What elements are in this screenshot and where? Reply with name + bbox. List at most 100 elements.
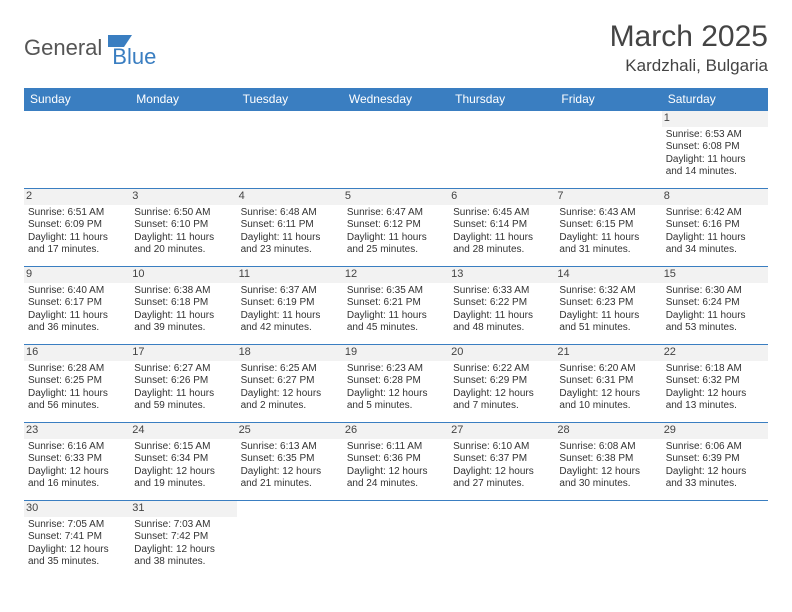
daylight-text: and 10 minutes. [559,400,657,413]
daylight-text: Daylight: 11 hours [28,310,126,323]
sunset-text: Sunset: 6:35 PM [241,453,339,466]
day-number: 8 [662,189,768,205]
sunrise-text: Sunrise: 6:10 AM [453,441,551,454]
sunrise-text: Sunrise: 6:06 AM [666,441,764,454]
sunrise-text: Sunrise: 6:40 AM [28,285,126,298]
calendar-cell: 16Sunrise: 6:28 AMSunset: 6:25 PMDayligh… [24,345,130,423]
daylight-text: Daylight: 11 hours [666,154,764,167]
calendar-cell: 4Sunrise: 6:48 AMSunset: 6:11 PMDaylight… [237,189,343,267]
location-label: Kardzhali, Bulgaria [610,56,768,76]
sunset-text: Sunset: 6:14 PM [453,219,551,232]
sunrise-text: Sunrise: 6:38 AM [134,285,232,298]
sunrise-text: Sunrise: 6:37 AM [241,285,339,298]
calendar-row: 30Sunrise: 7:05 AMSunset: 7:41 PMDayligh… [24,501,768,579]
sunset-text: Sunset: 6:12 PM [347,219,445,232]
daylight-text: Daylight: 11 hours [666,232,764,245]
sunset-text: Sunset: 6:11 PM [241,219,339,232]
day-number: 31 [130,501,236,517]
day-number: 13 [449,267,555,283]
daylight-text: Daylight: 11 hours [134,232,232,245]
sunset-text: Sunset: 6:36 PM [347,453,445,466]
daylight-text: and 34 minutes. [666,244,764,257]
sunrise-text: Sunrise: 6:45 AM [453,207,551,220]
sunrise-text: Sunrise: 6:20 AM [559,363,657,376]
daylight-text: Daylight: 12 hours [134,466,232,479]
daylight-text: and 51 minutes. [559,322,657,335]
daylight-text: Daylight: 12 hours [347,388,445,401]
daylight-text: and 42 minutes. [241,322,339,335]
daylight-text: and 28 minutes. [453,244,551,257]
calendar-cell: 7Sunrise: 6:43 AMSunset: 6:15 PMDaylight… [555,189,661,267]
sunset-text: Sunset: 6:15 PM [559,219,657,232]
daylight-text: Daylight: 12 hours [666,388,764,401]
calendar-cell [555,111,661,189]
sunset-text: Sunset: 6:22 PM [453,297,551,310]
sunrise-text: Sunrise: 6:35 AM [347,285,445,298]
daylight-text: Daylight: 12 hours [28,466,126,479]
sunset-text: Sunset: 6:21 PM [347,297,445,310]
day-number: 11 [237,267,343,283]
calendar-cell: 29Sunrise: 6:06 AMSunset: 6:39 PMDayligh… [662,423,768,501]
day-number: 1 [662,111,768,127]
calendar-cell: 18Sunrise: 6:25 AMSunset: 6:27 PMDayligh… [237,345,343,423]
daylight-text: and 39 minutes. [134,322,232,335]
calendar-cell [449,111,555,189]
day-number: 9 [24,267,130,283]
daylight-text: and 25 minutes. [347,244,445,257]
daylight-text: Daylight: 11 hours [28,232,126,245]
sunrise-text: Sunrise: 6:50 AM [134,207,232,220]
calendar-cell [449,501,555,579]
daylight-text: and 31 minutes. [559,244,657,257]
calendar-row: 16Sunrise: 6:28 AMSunset: 6:25 PMDayligh… [24,345,768,423]
daylight-text: and 59 minutes. [134,400,232,413]
daylight-text: Daylight: 11 hours [241,232,339,245]
day-number: 7 [555,189,661,205]
sunset-text: Sunset: 6:34 PM [134,453,232,466]
daylight-text: and 20 minutes. [134,244,232,257]
calendar-body: 1Sunrise: 6:53 AMSunset: 6:08 PMDaylight… [24,111,768,579]
calendar-cell: 24Sunrise: 6:15 AMSunset: 6:34 PMDayligh… [130,423,236,501]
title-block: March 2025 Kardzhali, Bulgaria [610,20,768,76]
calendar-cell [237,111,343,189]
calendar-cell [555,501,661,579]
sunrise-text: Sunrise: 6:32 AM [559,285,657,298]
day-number: 4 [237,189,343,205]
calendar-cell: 8Sunrise: 6:42 AMSunset: 6:16 PMDaylight… [662,189,768,267]
daylight-text: Daylight: 11 hours [347,232,445,245]
sunrise-text: Sunrise: 6:30 AM [666,285,764,298]
daylight-text: and 13 minutes. [666,400,764,413]
daylight-text: and 21 minutes. [241,478,339,491]
day-number: 18 [237,345,343,361]
day-number: 10 [130,267,236,283]
sunset-text: Sunset: 6:32 PM [666,375,764,388]
daylight-text: Daylight: 11 hours [241,310,339,323]
day-number: 2 [24,189,130,205]
calendar-cell: 1Sunrise: 6:53 AMSunset: 6:08 PMDaylight… [662,111,768,189]
daylight-text: Daylight: 11 hours [28,388,126,401]
logo-text-blue: Blue [112,44,156,70]
day-number: 15 [662,267,768,283]
daylight-text: Daylight: 12 hours [134,544,232,557]
calendar-cell [24,111,130,189]
header: General Blue March 2025 Kardzhali, Bulga… [24,20,768,76]
sunset-text: Sunset: 6:19 PM [241,297,339,310]
calendar-header: SundayMondayTuesdayWednesdayThursdayFrid… [24,88,768,111]
sunset-text: Sunset: 6:39 PM [666,453,764,466]
daylight-text: and 27 minutes. [453,478,551,491]
calendar-cell: 25Sunrise: 6:13 AMSunset: 6:35 PMDayligh… [237,423,343,501]
calendar-cell: 9Sunrise: 6:40 AMSunset: 6:17 PMDaylight… [24,267,130,345]
sunset-text: Sunset: 6:33 PM [28,453,126,466]
daylight-text: and 36 minutes. [28,322,126,335]
daylight-text: and 17 minutes. [28,244,126,257]
daylight-text: and 14 minutes. [666,166,764,179]
calendar-cell: 15Sunrise: 6:30 AMSunset: 6:24 PMDayligh… [662,267,768,345]
daylight-text: and 7 minutes. [453,400,551,413]
daylight-text: Daylight: 12 hours [559,388,657,401]
calendar-cell: 27Sunrise: 6:10 AMSunset: 6:37 PMDayligh… [449,423,555,501]
calendar-cell [343,111,449,189]
sunrise-text: Sunrise: 6:15 AM [134,441,232,454]
day-number: 20 [449,345,555,361]
daylight-text: Daylight: 11 hours [134,388,232,401]
sunset-text: Sunset: 6:29 PM [453,375,551,388]
daylight-text: Daylight: 12 hours [347,466,445,479]
